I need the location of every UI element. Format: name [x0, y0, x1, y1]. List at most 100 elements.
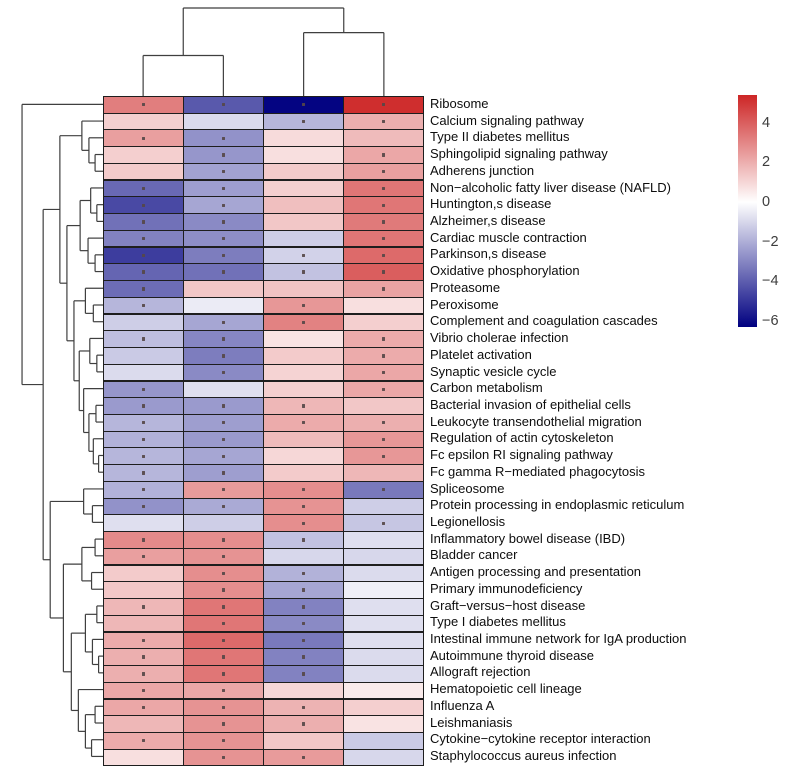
heatmap-cell — [184, 532, 263, 548]
heatmap-cell — [344, 615, 423, 632]
significance-marker — [221, 253, 226, 258]
significance-marker — [301, 103, 306, 107]
heatmap-cell — [104, 281, 183, 297]
significance-marker — [221, 103, 226, 107]
significance-marker — [221, 437, 226, 442]
heatmap-cell — [344, 331, 423, 347]
heatmap-cell — [104, 398, 183, 414]
significance-marker — [221, 672, 226, 676]
significance-marker — [301, 588, 306, 592]
heatmap-cell — [264, 532, 343, 548]
significance-marker — [301, 504, 306, 509]
legend-tick-label: −6 — [762, 313, 779, 330]
row-label: Bladder cancer — [430, 547, 518, 563]
heatmap-cell — [104, 415, 183, 431]
heatmap-cell — [264, 582, 343, 598]
heatmap-cell — [184, 515, 263, 531]
significance-marker — [301, 421, 306, 425]
heatmap-cell — [264, 314, 343, 331]
heatmap-cell — [184, 431, 263, 448]
heatmap-cell — [104, 733, 183, 749]
significance-marker — [381, 186, 386, 191]
significance-marker — [221, 739, 226, 743]
significance-marker — [221, 621, 226, 626]
significance-marker — [301, 605, 306, 609]
significance-marker — [221, 471, 226, 475]
row-label: Type II diabetes mellitus — [430, 129, 570, 145]
heatmap-cell — [104, 666, 183, 682]
heatmap-cell — [264, 247, 343, 264]
heatmap-cell — [344, 532, 423, 548]
heatmap-grid — [103, 96, 424, 767]
significance-marker — [141, 236, 146, 241]
heatmap-cell — [264, 649, 343, 665]
heatmap-cell — [184, 314, 263, 331]
heatmap-cell — [264, 431, 343, 448]
significance-marker — [381, 421, 386, 425]
row-label: Huntington,s disease — [430, 196, 552, 212]
heatmap-cell — [344, 147, 423, 163]
significance-marker — [221, 320, 226, 325]
row-label: Synaptic vesicle cycle — [430, 363, 557, 379]
significance-marker — [221, 722, 226, 726]
heatmap-cell — [184, 498, 263, 515]
heatmap-cell — [104, 682, 183, 699]
legend-tick-label: 2 — [762, 154, 771, 171]
heatmap-cell — [104, 247, 183, 264]
heatmap-cell — [184, 113, 263, 130]
heatmap-cell — [264, 264, 343, 280]
significance-marker — [141, 421, 146, 425]
row-label: Sphingolipid signaling pathway — [430, 146, 608, 162]
row-label: Influenza A — [430, 697, 495, 713]
significance-marker — [141, 705, 146, 709]
heatmap-cell — [184, 398, 263, 414]
significance-marker — [221, 488, 226, 492]
heatmap-cell — [184, 197, 263, 213]
heatmap-cell — [344, 415, 423, 431]
row-label: Graft−versus−host disease — [430, 597, 586, 613]
heatmap-cell — [184, 749, 263, 766]
heatmap-cell — [104, 448, 183, 465]
heatmap-cell — [264, 197, 343, 213]
heatmap-cell — [264, 348, 343, 364]
heatmap-cell — [184, 130, 263, 147]
heatmap-cell — [344, 515, 423, 531]
significance-marker — [381, 153, 386, 157]
heatmap-cell — [264, 632, 343, 649]
heatmap-cell — [344, 281, 423, 297]
heatmap-cell — [104, 113, 183, 130]
heatmap-cell — [264, 415, 343, 431]
heatmap-cell — [344, 431, 423, 448]
significance-marker — [141, 554, 146, 559]
heatmap-cell — [264, 548, 343, 565]
heatmap-cell — [344, 314, 423, 331]
significance-marker — [381, 203, 386, 207]
heatmap-cell — [264, 398, 343, 414]
significance-marker — [381, 437, 386, 442]
significance-marker — [141, 538, 146, 542]
heatmap-cell — [104, 599, 183, 615]
row-label: Peroxisome — [430, 296, 499, 312]
heatmap-cell — [344, 733, 423, 749]
significance-marker — [301, 672, 306, 676]
row-label: Allograft rejection — [430, 664, 531, 680]
significance-marker — [221, 421, 226, 425]
row-label: Oxidative phosphorylation — [430, 263, 580, 279]
heatmap-cell — [344, 214, 423, 230]
significance-marker — [221, 571, 226, 576]
significance-marker — [141, 404, 146, 408]
heatmap-cell — [104, 297, 183, 314]
significance-marker — [301, 571, 306, 576]
significance-marker — [301, 722, 306, 726]
heatmap-cell — [184, 548, 263, 565]
significance-marker — [221, 588, 226, 592]
heatmap-cell — [264, 565, 343, 582]
row-label: Leishmaniasis — [430, 714, 513, 730]
row-label: Legionellosis — [430, 514, 506, 529]
significance-marker — [141, 103, 146, 107]
row-label: Proteasome — [430, 279, 501, 295]
heatmap-cell — [184, 582, 263, 598]
heatmap-cell — [184, 297, 263, 314]
heatmap-cell — [184, 214, 263, 230]
